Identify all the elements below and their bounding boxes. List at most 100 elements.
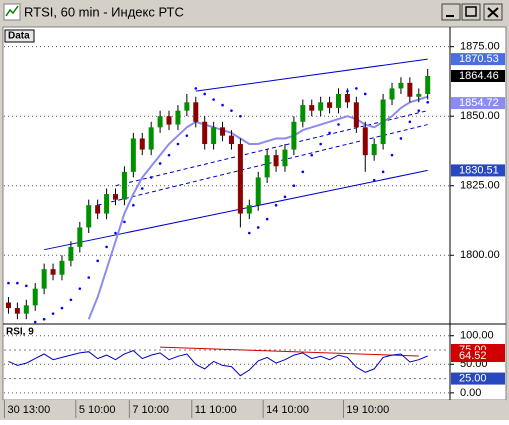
time-axis <box>3 400 506 418</box>
y-tick-label: 0.00 <box>460 387 481 399</box>
price-marker <box>451 372 505 385</box>
sar-dot <box>7 281 10 285</box>
y-tick-label: 100.00 <box>460 330 494 342</box>
sar-dot <box>114 231 117 235</box>
candle-body <box>184 102 190 111</box>
sar-dot <box>194 87 198 90</box>
x-tick-label: 19 10:00 <box>346 404 389 416</box>
sar-dot <box>337 123 340 126</box>
candle-body <box>425 75 431 94</box>
candle-body <box>166 116 172 125</box>
candle-body <box>228 135 234 145</box>
y-tick-label: 1850.00 <box>460 110 500 122</box>
price-marker <box>451 349 505 362</box>
candle-body <box>344 93 350 103</box>
trend-line <box>97 124 428 206</box>
pane-label-box <box>4 29 35 43</box>
sar-dot <box>96 259 99 263</box>
candle-body <box>5 302 11 309</box>
x-tick-label: 11 10:00 <box>195 404 237 416</box>
sar-dot <box>292 184 296 188</box>
price-marker-label: 1854.72 <box>459 97 499 109</box>
sar-dot <box>69 298 73 302</box>
sar-dot <box>399 137 403 140</box>
candle-body <box>113 194 118 200</box>
candle-body <box>282 149 288 167</box>
sar-dot <box>390 153 394 157</box>
candle-body <box>202 121 208 145</box>
sar-dot <box>426 101 430 104</box>
candle-body <box>336 93 341 108</box>
pane-label: RSI, 9 <box>6 327 34 338</box>
price-marker-label: 25.00 <box>459 372 487 384</box>
sar-dot <box>248 231 251 235</box>
sar-dot <box>123 220 126 224</box>
candle-body <box>32 288 38 306</box>
candle-body <box>309 105 315 111</box>
sar-dot <box>363 92 367 96</box>
sar-dot <box>372 178 376 182</box>
sar-dot <box>60 306 64 310</box>
candle-body <box>121 171 127 200</box>
sar-dot <box>87 276 91 279</box>
candle-body <box>246 205 252 214</box>
maximize-button[interactable] <box>461 3 481 21</box>
x-tick-label: 30 13:00 <box>7 404 50 416</box>
sar-dot <box>25 284 28 288</box>
sar-dot <box>230 109 233 112</box>
close-button[interactable] <box>483 3 503 21</box>
candle-body <box>77 227 83 247</box>
sar-dot <box>408 120 412 124</box>
sar-dot <box>185 134 189 137</box>
candle-body <box>318 102 324 111</box>
candle-body <box>86 205 92 228</box>
candle-body <box>264 155 270 178</box>
trend-line <box>115 110 428 187</box>
app-icon <box>3 3 21 21</box>
candle-body <box>59 260 65 275</box>
price-marker-label: 1830.51 <box>459 164 499 176</box>
sar-dot <box>417 109 421 112</box>
pane-label: Data <box>8 31 30 42</box>
y-tick-label: 1800.00 <box>460 249 500 261</box>
candle-body <box>407 82 413 97</box>
candle-body <box>273 155 279 167</box>
sar-dot <box>346 89 349 93</box>
price-marker <box>451 53 505 66</box>
trend-line <box>195 58 428 92</box>
sar-dot <box>149 176 153 179</box>
candle-body <box>104 194 110 214</box>
sar-dot <box>105 245 108 249</box>
candle-body <box>362 127 368 156</box>
sar-dot <box>239 114 242 118</box>
candle-body <box>68 246 74 261</box>
sar-dot <box>381 170 385 174</box>
trend-line <box>160 346 419 357</box>
candle-body <box>398 82 404 89</box>
minimize-button[interactable] <box>441 3 461 21</box>
candle-body <box>211 127 217 145</box>
candle-body <box>14 308 20 314</box>
sar-dot <box>301 170 305 174</box>
candle-body <box>237 144 243 214</box>
sar-dot <box>167 153 171 157</box>
price-marker <box>451 97 505 110</box>
price-marker-label: 1870.53 <box>459 53 499 65</box>
y-tick-label: 1875.00 <box>460 41 500 53</box>
candle-body <box>371 144 377 156</box>
candle-body <box>130 138 136 172</box>
candle-body <box>255 177 261 206</box>
candle-body <box>353 102 359 128</box>
sar-dot <box>140 187 144 190</box>
window-title: RTSI, 60 min - Индекс РТС <box>24 4 184 19</box>
price-marker <box>451 164 505 177</box>
sar-dot <box>203 92 206 96</box>
moving-average <box>87 95 429 320</box>
price-marker-label: 1864.46 <box>459 70 499 82</box>
candle-body <box>327 102 333 108</box>
sar-dot <box>132 203 135 207</box>
candle-body <box>193 102 199 122</box>
price-marker <box>451 69 505 82</box>
candle-body <box>300 105 306 122</box>
